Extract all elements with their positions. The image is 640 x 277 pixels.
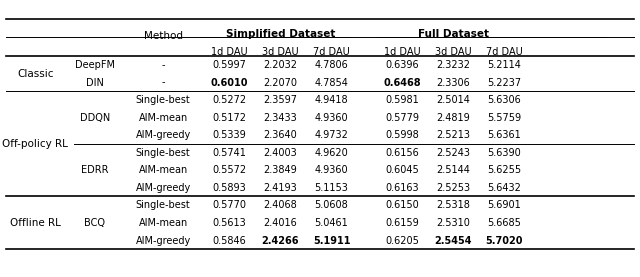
Text: 0.5339: 0.5339 — [212, 130, 246, 140]
Text: 2.2070: 2.2070 — [263, 78, 298, 88]
Text: 4.9732: 4.9732 — [315, 130, 348, 140]
Text: BCQ: BCQ — [84, 218, 105, 228]
Text: 2.3849: 2.3849 — [264, 165, 297, 175]
Text: Offline RL: Offline RL — [10, 218, 61, 228]
Text: 2.3597: 2.3597 — [263, 95, 298, 105]
Text: AIM-mean: AIM-mean — [139, 218, 188, 228]
Text: 2.2032: 2.2032 — [263, 60, 298, 70]
Text: Method: Method — [144, 31, 182, 41]
Text: 2.5144: 2.5144 — [436, 165, 470, 175]
Text: 0.6396: 0.6396 — [385, 60, 419, 70]
Text: 5.6306: 5.6306 — [488, 95, 521, 105]
Text: 5.2114: 5.2114 — [488, 60, 521, 70]
Text: 2.5318: 2.5318 — [436, 201, 470, 211]
Text: 0.6159: 0.6159 — [385, 218, 419, 228]
Text: 5.6390: 5.6390 — [488, 148, 521, 158]
Text: EDRR: EDRR — [81, 165, 108, 175]
Text: 0.5272: 0.5272 — [212, 95, 246, 105]
Text: 5.6255: 5.6255 — [487, 165, 522, 175]
Text: 2.5310: 2.5310 — [436, 218, 470, 228]
Text: Single-best: Single-best — [136, 95, 191, 105]
Text: 5.0461: 5.0461 — [315, 218, 348, 228]
Text: 5.6685: 5.6685 — [488, 218, 521, 228]
Text: Single-best: Single-best — [136, 201, 191, 211]
Text: 4.9360: 4.9360 — [315, 165, 348, 175]
Text: 0.5172: 0.5172 — [212, 113, 246, 123]
Text: DIN: DIN — [86, 78, 104, 88]
Text: 4.9620: 4.9620 — [315, 148, 348, 158]
Text: 4.7854: 4.7854 — [315, 78, 348, 88]
Text: 2.3640: 2.3640 — [264, 130, 297, 140]
Text: 5.6432: 5.6432 — [488, 183, 521, 193]
Text: 7d DAU: 7d DAU — [313, 47, 350, 57]
Text: 5.0608: 5.0608 — [315, 201, 348, 211]
Text: 0.6163: 0.6163 — [385, 183, 419, 193]
Text: AIM-mean: AIM-mean — [139, 165, 188, 175]
Text: 3d DAU: 3d DAU — [262, 47, 299, 57]
Text: 5.1911: 5.1911 — [313, 236, 350, 246]
Text: 5.7020: 5.7020 — [486, 236, 523, 246]
Text: Full Dataset: Full Dataset — [418, 29, 488, 39]
Text: 2.4016: 2.4016 — [264, 218, 297, 228]
Text: Classic: Classic — [17, 69, 54, 79]
Text: 3d DAU: 3d DAU — [435, 47, 472, 57]
Text: -: - — [161, 60, 165, 70]
Text: 2.5454: 2.5454 — [435, 236, 472, 246]
Text: 0.5770: 0.5770 — [212, 201, 246, 211]
Text: 5.2237: 5.2237 — [487, 78, 522, 88]
Text: -: - — [161, 78, 165, 88]
Text: 4.7806: 4.7806 — [315, 60, 348, 70]
Text: 2.4193: 2.4193 — [264, 183, 297, 193]
Text: 0.5779: 0.5779 — [385, 113, 419, 123]
Text: Off-policy RL: Off-policy RL — [3, 139, 68, 149]
Text: 0.6045: 0.6045 — [385, 165, 419, 175]
Text: 0.6468: 0.6468 — [383, 78, 420, 88]
Text: AIM-greedy: AIM-greedy — [136, 130, 191, 140]
Text: 0.5846: 0.5846 — [212, 236, 246, 246]
Text: 5.1153: 5.1153 — [315, 183, 348, 193]
Text: 0.5981: 0.5981 — [385, 95, 419, 105]
Text: Single-best: Single-best — [136, 148, 191, 158]
Text: 0.5572: 0.5572 — [212, 165, 246, 175]
Text: 2.3232: 2.3232 — [436, 60, 470, 70]
Text: DeepFM: DeepFM — [75, 60, 115, 70]
Text: 0.6205: 0.6205 — [385, 236, 419, 246]
Text: Simplified Dataset: Simplified Dataset — [226, 29, 335, 39]
Text: AIM-greedy: AIM-greedy — [136, 236, 191, 246]
Text: 4.9418: 4.9418 — [315, 95, 348, 105]
Text: 0.5613: 0.5613 — [212, 218, 246, 228]
Text: 2.4266: 2.4266 — [262, 236, 299, 246]
Text: 2.5014: 2.5014 — [436, 95, 470, 105]
Text: 1d DAU: 1d DAU — [211, 47, 248, 57]
Text: 1d DAU: 1d DAU — [383, 47, 420, 57]
Text: 5.6361: 5.6361 — [488, 130, 521, 140]
Text: AIM-greedy: AIM-greedy — [136, 183, 191, 193]
Text: 2.5253: 2.5253 — [436, 183, 470, 193]
Text: 2.5213: 2.5213 — [436, 130, 470, 140]
Text: 2.4003: 2.4003 — [264, 148, 297, 158]
Text: AIM-mean: AIM-mean — [139, 113, 188, 123]
Text: 2.4068: 2.4068 — [264, 201, 297, 211]
Text: 7d DAU: 7d DAU — [486, 47, 523, 57]
Text: 0.5741: 0.5741 — [212, 148, 246, 158]
Text: 2.3433: 2.3433 — [264, 113, 297, 123]
Text: 0.5997: 0.5997 — [212, 60, 246, 70]
Text: 0.6156: 0.6156 — [385, 148, 419, 158]
Text: 0.6150: 0.6150 — [385, 201, 419, 211]
Text: 4.9360: 4.9360 — [315, 113, 348, 123]
Text: DDQN: DDQN — [79, 113, 110, 123]
Text: 5.6901: 5.6901 — [488, 201, 521, 211]
Text: 2.3306: 2.3306 — [436, 78, 470, 88]
Text: 2.4819: 2.4819 — [436, 113, 470, 123]
Text: 5.5759: 5.5759 — [487, 113, 522, 123]
Text: 0.6010: 0.6010 — [211, 78, 248, 88]
Text: 0.5893: 0.5893 — [212, 183, 246, 193]
Text: 0.5998: 0.5998 — [385, 130, 419, 140]
Text: 2.5243: 2.5243 — [436, 148, 470, 158]
